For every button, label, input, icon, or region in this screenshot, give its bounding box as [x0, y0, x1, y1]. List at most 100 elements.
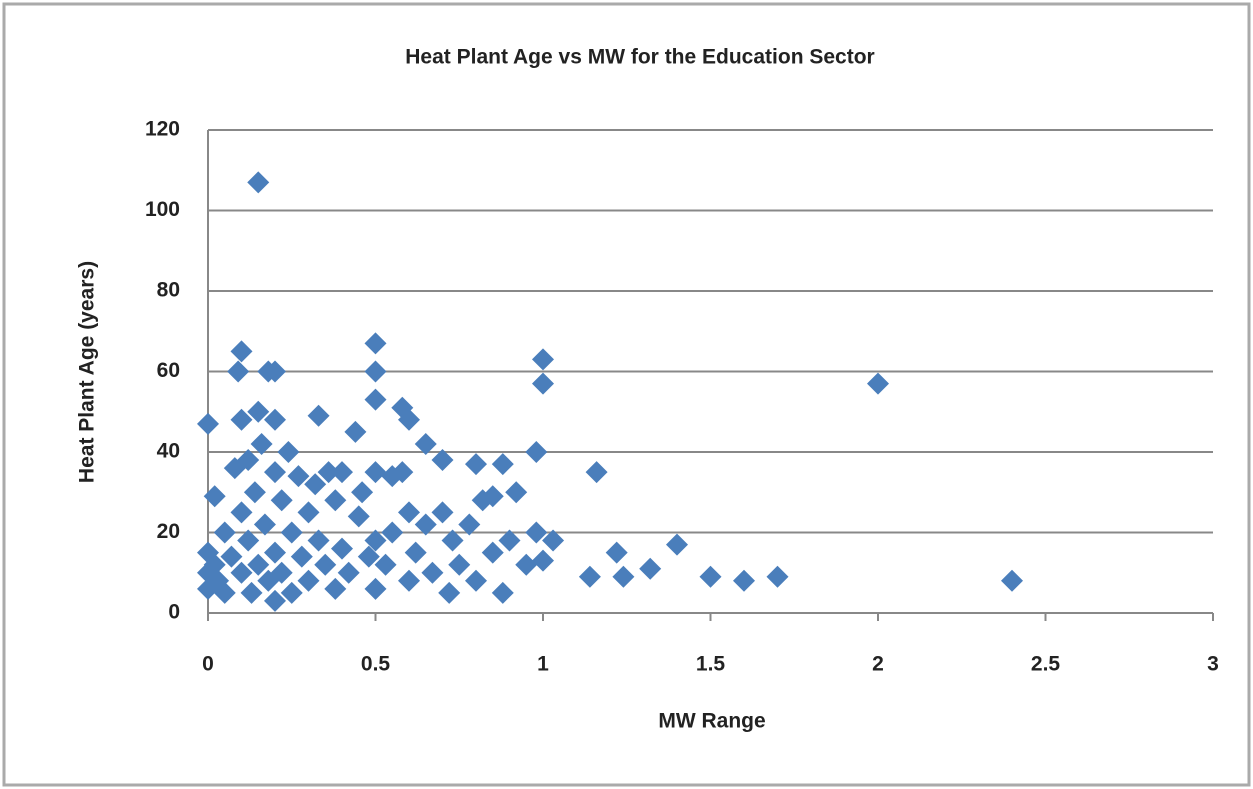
point [264, 360, 286, 383]
point [364, 360, 387, 383]
point [230, 561, 253, 584]
point [317, 461, 340, 484]
point [220, 545, 243, 568]
point [203, 553, 226, 576]
point [364, 577, 387, 600]
y-tick-label: 40 [157, 440, 180, 463]
point [498, 529, 521, 552]
point [364, 332, 387, 355]
y-tick-label: 60 [157, 359, 180, 382]
point [270, 489, 293, 512]
x-tick-label: 2.5 [1031, 653, 1061, 676]
point [297, 569, 320, 592]
point [253, 513, 276, 536]
x-tick-label: 1 [537, 653, 549, 676]
x-tick-label: 2 [872, 653, 884, 676]
x-tick-label: 1.5 [696, 653, 726, 676]
point [532, 372, 554, 395]
point [525, 521, 548, 544]
y-axis-label: Heat Plant Age (years) [76, 261, 99, 483]
point [465, 453, 487, 476]
point [290, 545, 313, 568]
point [337, 561, 360, 584]
point [612, 565, 635, 588]
point [250, 432, 273, 455]
point [270, 561, 293, 584]
point [766, 565, 789, 588]
point [414, 513, 437, 536]
point [237, 529, 260, 552]
point [357, 545, 380, 568]
point [344, 420, 367, 443]
y-tick-label: 80 [157, 279, 180, 302]
point [525, 441, 548, 463]
point [491, 581, 514, 604]
point [324, 577, 347, 600]
y-tick-label: 120 [145, 118, 180, 141]
point [438, 581, 461, 604]
point [867, 372, 889, 395]
point [277, 441, 300, 463]
point [331, 537, 353, 560]
point [578, 565, 601, 588]
point [307, 404, 330, 427]
point [264, 589, 286, 612]
point [197, 412, 219, 435]
point [481, 541, 504, 564]
point [441, 529, 464, 552]
y-tick-label: 0 [168, 601, 180, 624]
point [264, 461, 286, 484]
point [364, 529, 387, 552]
point [331, 461, 353, 484]
point [491, 453, 514, 476]
point [431, 449, 454, 472]
point [230, 501, 253, 524]
point [431, 501, 454, 524]
point [240, 581, 263, 604]
point [307, 529, 330, 552]
point [324, 489, 347, 512]
point [699, 565, 722, 588]
point [264, 408, 286, 431]
point [515, 553, 538, 576]
point [374, 553, 397, 576]
x-tick-label: 0 [202, 653, 214, 676]
point [465, 569, 487, 592]
point [364, 461, 387, 484]
point [398, 569, 420, 592]
point [351, 481, 374, 504]
point [280, 521, 303, 544]
point [347, 505, 370, 528]
point [237, 449, 260, 472]
point [532, 549, 554, 572]
point [1001, 569, 1023, 592]
point [247, 400, 270, 423]
point [243, 481, 266, 504]
point [391, 461, 414, 484]
x-tick-label: 0.5 [361, 653, 391, 676]
point [297, 501, 320, 524]
point [381, 521, 404, 544]
point [230, 340, 253, 363]
point [287, 465, 310, 488]
point [247, 553, 270, 576]
point [733, 569, 755, 592]
point [264, 541, 286, 564]
point [481, 485, 504, 508]
point [227, 360, 250, 383]
point [666, 533, 688, 556]
x-tick-label: 3 [1207, 653, 1219, 676]
point [414, 432, 437, 455]
point [398, 408, 420, 431]
point [304, 473, 327, 496]
chart-title: Heat Plant Age vs MW for the Education S… [405, 46, 874, 69]
x-axis-label: MW Range [658, 710, 765, 733]
point [314, 553, 337, 576]
point [213, 521, 236, 544]
point [421, 561, 444, 584]
point [213, 581, 236, 604]
point [605, 541, 628, 564]
point [532, 348, 554, 371]
